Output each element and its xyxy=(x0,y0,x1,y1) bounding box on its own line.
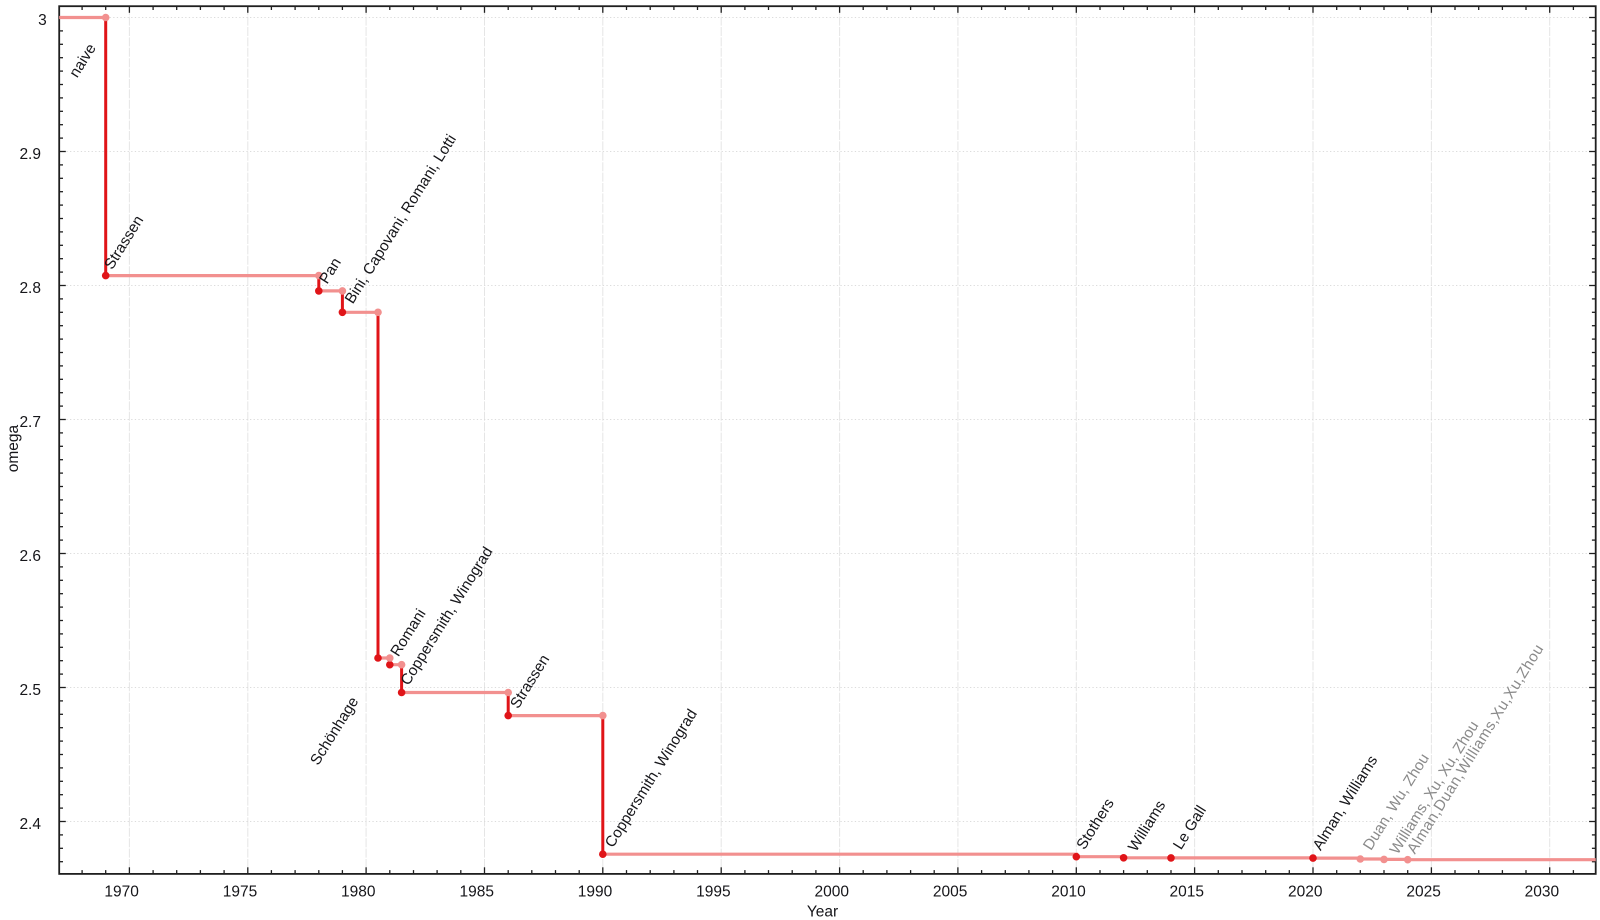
svg-text:1990: 1990 xyxy=(578,884,613,901)
svg-text:1985: 1985 xyxy=(459,884,493,901)
svg-text:2.9: 2.9 xyxy=(19,146,41,163)
svg-text:2.7: 2.7 xyxy=(19,414,41,431)
svg-text:omega: omega xyxy=(5,425,22,473)
svg-text:2030: 2030 xyxy=(1525,884,1560,901)
svg-text:2020: 2020 xyxy=(1288,884,1323,901)
svg-text:3: 3 xyxy=(38,12,47,29)
svg-text:2.6: 2.6 xyxy=(19,548,41,565)
svg-text:2000: 2000 xyxy=(815,884,850,901)
svg-text:2015: 2015 xyxy=(1170,884,1204,901)
svg-text:2.5: 2.5 xyxy=(19,682,41,699)
svg-text:2.8: 2.8 xyxy=(19,280,41,297)
svg-text:2.4: 2.4 xyxy=(19,816,41,833)
svg-text:2025: 2025 xyxy=(1406,884,1440,901)
svg-text:1975: 1975 xyxy=(223,884,257,901)
svg-text:2010: 2010 xyxy=(1051,884,1086,901)
svg-text:1995: 1995 xyxy=(696,884,730,901)
svg-text:1980: 1980 xyxy=(341,884,376,901)
svg-text:Year: Year xyxy=(807,904,838,920)
svg-text:2005: 2005 xyxy=(933,884,967,901)
svg-text:1970: 1970 xyxy=(104,884,139,901)
